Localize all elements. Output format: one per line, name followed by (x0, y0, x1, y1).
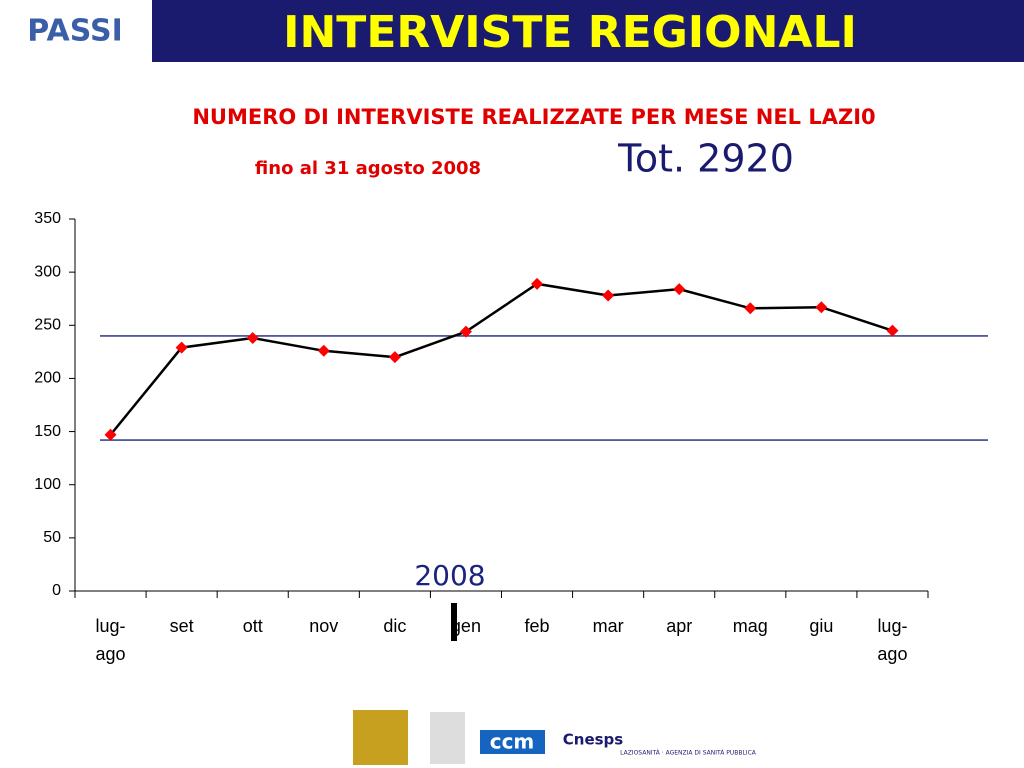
total: Tot. 2920 (617, 137, 794, 181)
y-tick-label: 150 (34, 423, 61, 440)
marker (246, 332, 259, 345)
x-tick-label: mag (732, 616, 768, 636)
header-bar (152, 0, 1024, 62)
marker (673, 283, 686, 296)
y-tick-label: 300 (34, 263, 61, 280)
y-tick-label: 0 (52, 582, 61, 599)
line (109, 282, 893, 436)
chart-subtitle: fino al 31 agosto 2008 (255, 158, 481, 179)
x-tick-label: ott (242, 616, 263, 636)
marker (104, 428, 117, 441)
y-tick-label: 250 (34, 317, 61, 334)
marker (459, 325, 472, 338)
x-tick-label: lug-ago (95, 616, 126, 664)
y-tick-label: 50 (43, 529, 61, 546)
chart-title: NUMERO DI INTERVISTE REALIZZATE PER MESE… (192, 105, 875, 129)
logo-icon (430, 712, 465, 764)
marker (744, 302, 757, 315)
y-tick-label: 200 (34, 370, 61, 387)
annotation: 2008 (414, 559, 485, 592)
x-tick-label: set (169, 616, 194, 636)
logo-box (480, 730, 545, 754)
x-tick-label: feb (524, 616, 550, 636)
marker (388, 351, 401, 364)
marker (602, 289, 615, 302)
x-tick-label: mar (592, 616, 624, 636)
title: INTERVISTE REGIONALI (283, 7, 857, 58)
marker (886, 324, 899, 337)
x-tick-label: gen (450, 616, 481, 636)
y-tick-label: 350 (34, 210, 61, 227)
y-tick-label: 100 (34, 476, 61, 493)
x-tick-label: dic (383, 616, 407, 636)
marker (175, 341, 188, 354)
marker (815, 301, 828, 314)
logo-icon (353, 710, 408, 765)
marker (317, 344, 330, 357)
x-tick-label: lug-ago (877, 616, 908, 664)
x-tick-label: giu (809, 616, 834, 636)
logo-text: Cnesps (563, 731, 624, 749)
x-tick-label: apr (666, 616, 693, 636)
x-tick-label: nov (309, 616, 339, 636)
logo-text: ccm (490, 730, 535, 754)
marker (531, 277, 544, 290)
logo-text: LAZIOSANITÀ · AGENZIA DI SANITÀ PUBBLICA (620, 750, 757, 757)
logo: PASSI (27, 14, 122, 49)
